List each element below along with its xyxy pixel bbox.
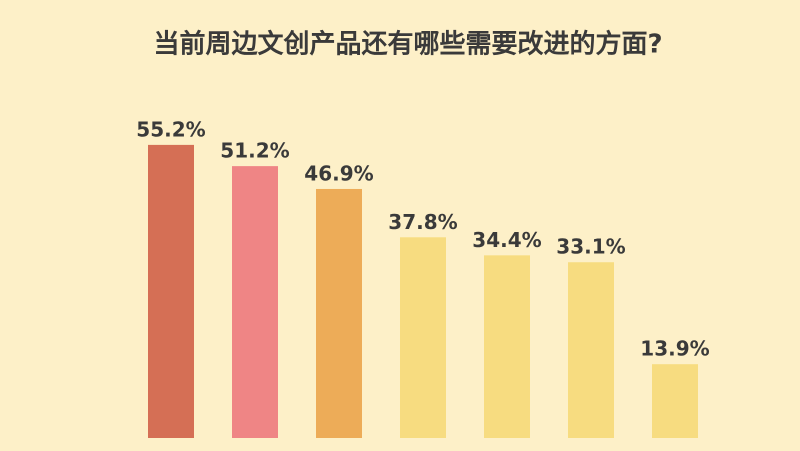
bar xyxy=(484,255,530,438)
value-label: 34.4% xyxy=(472,228,541,252)
value-label: 37.8% xyxy=(388,210,457,234)
value-label: 46.9% xyxy=(304,161,373,185)
value-label: 51.2% xyxy=(220,139,289,163)
value-label: 33.1% xyxy=(556,235,625,259)
value-label: 55.2% xyxy=(136,117,205,141)
bar xyxy=(232,166,278,439)
value-label: 13.9% xyxy=(640,337,709,361)
bar xyxy=(400,237,446,438)
bar xyxy=(148,144,194,438)
bar xyxy=(568,262,614,438)
bar xyxy=(652,364,698,438)
bar xyxy=(316,188,362,438)
chart-title: 当前周边文创产品还有哪些需要改进的方面? xyxy=(153,29,662,60)
